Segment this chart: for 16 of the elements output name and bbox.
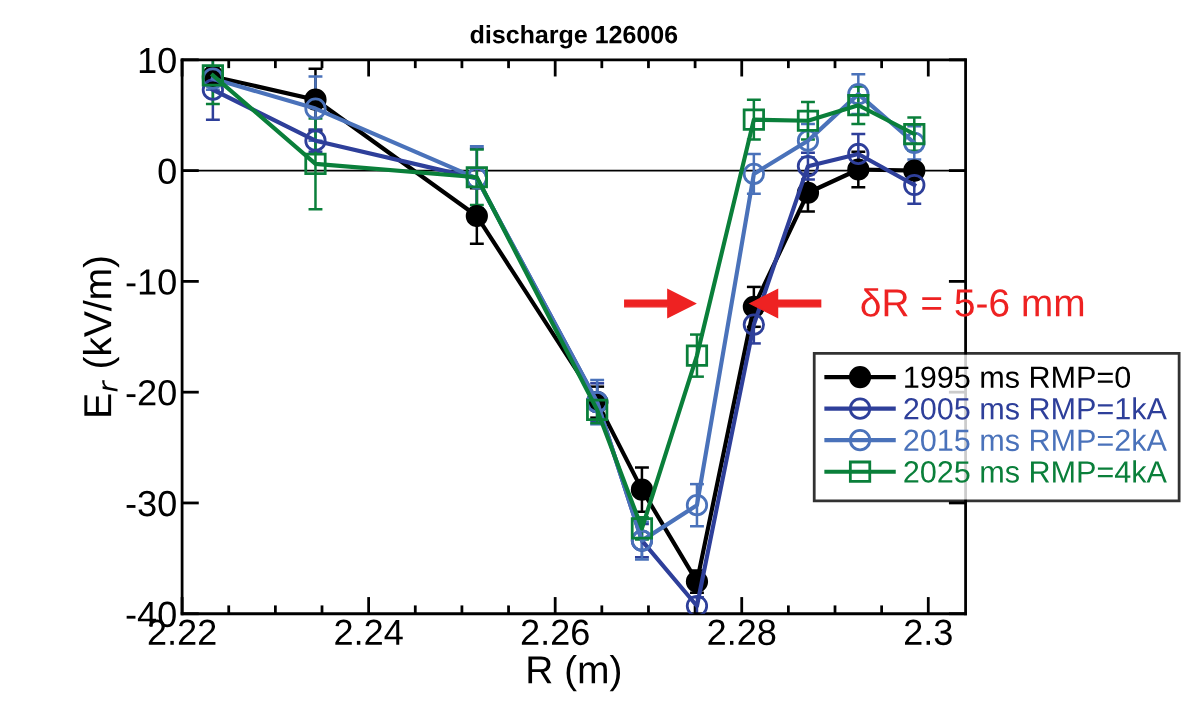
y-tick-label: 0 — [158, 158, 176, 185]
y-tick-label: 10 — [139, 47, 176, 74]
legend-label: 2015 ms RMP=2kA — [904, 428, 1167, 452]
legend-label: 1995 ms RMP=0 — [905, 366, 1131, 389]
chart-title: discharge 126006 — [470, 25, 678, 49]
x-tick-label: 2.28 — [708, 619, 776, 646]
legend-label: 2025 ms RMP=4kA — [904, 460, 1167, 483]
y-tick-label: -30 — [126, 490, 176, 517]
x-tick-label: 2.24 — [335, 619, 403, 645]
x-tick-label: 2.3 — [905, 619, 952, 646]
x-tick-label: 2.26 — [521, 619, 589, 646]
y-axis-title: E$_{r}$ (kV/m) — [82, 257, 120, 416]
legend-label: 2005 ms RMP=1kA — [904, 397, 1167, 420]
y-tick-label: -10 — [126, 269, 176, 295]
x-axis-title: R (m) — [528, 655, 621, 692]
y-tick-label: -20 — [126, 380, 176, 406]
